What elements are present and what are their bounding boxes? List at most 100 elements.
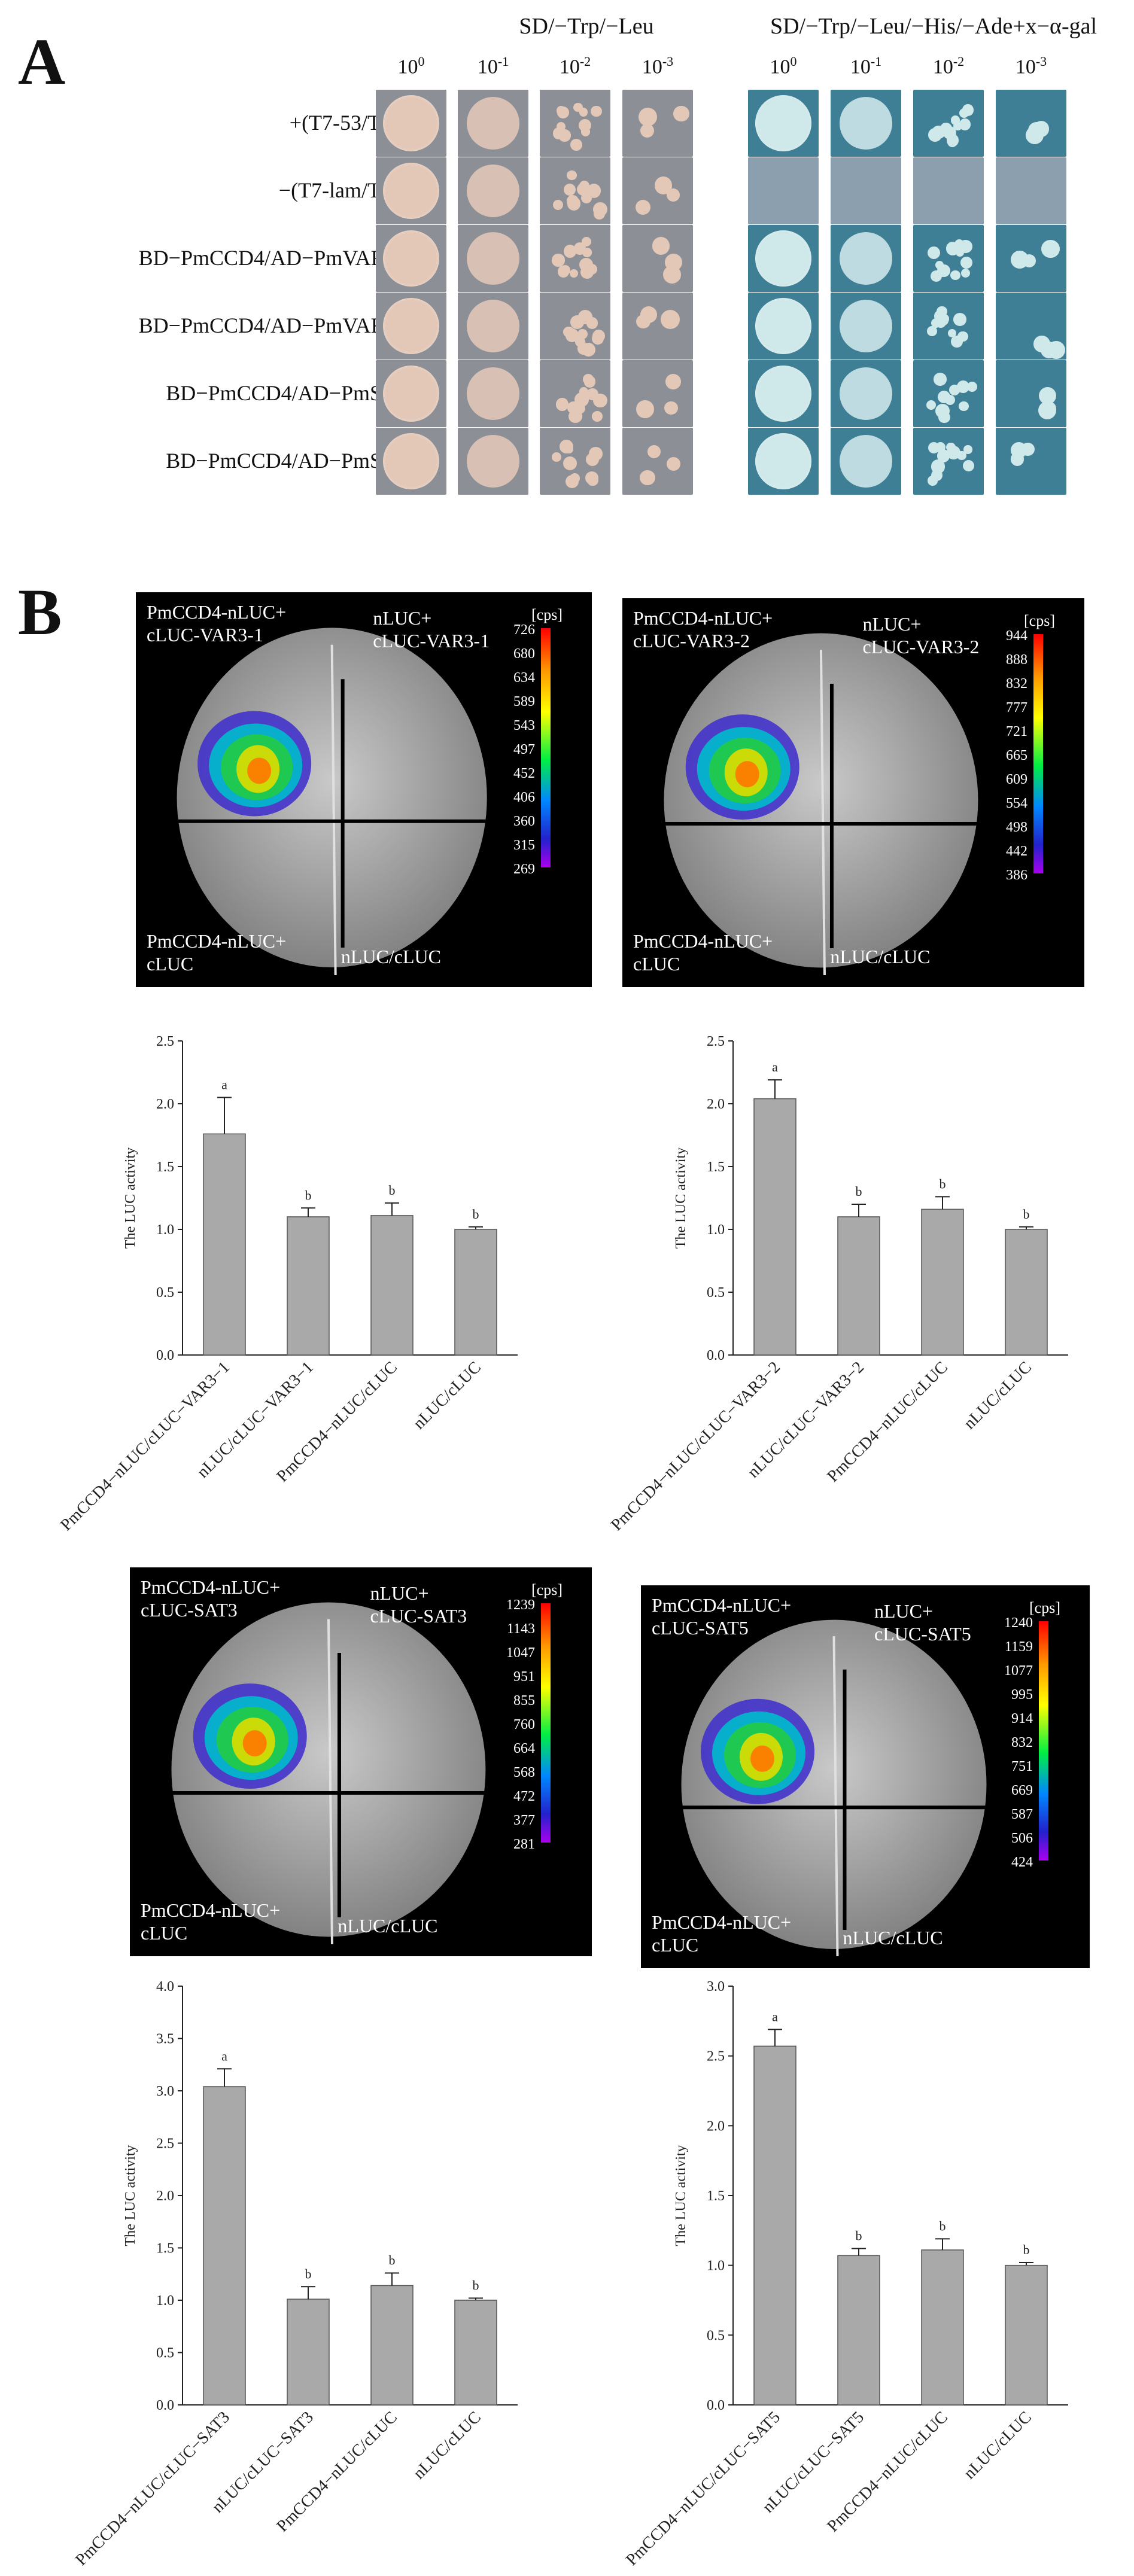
quadrant-label: cLUC (633, 953, 680, 975)
significance-letter: b (856, 2228, 862, 2243)
colony-dot (931, 459, 945, 474)
yeast-spot (831, 428, 901, 495)
colony-dot (640, 124, 655, 138)
scale-tick-label: 951 (513, 1669, 535, 1685)
scale-tick-label: 589 (513, 694, 535, 710)
colony-blob (840, 232, 892, 285)
significance-letter: b (389, 2253, 396, 2268)
leaf-image: [cps] 1239 1143 1047 951 855 760 664 568 472 377 28… (130, 1567, 592, 1956)
colony-dot (938, 315, 949, 325)
colony-dot (563, 183, 576, 196)
colony-dot (582, 248, 592, 257)
colony-dot (950, 270, 960, 281)
quadrant-label: cLUC-VAR3-2 (862, 636, 979, 657)
significance-letter: b (856, 1184, 862, 1199)
bar (753, 1098, 796, 1356)
colony-blob (840, 97, 892, 150)
scale-tick-label: 669 (1011, 1783, 1033, 1798)
colony-dot (566, 195, 579, 208)
quadrant-label: PmCCD4-nLUC+ (633, 930, 773, 952)
scale-tick-label: 442 (1006, 844, 1027, 859)
yeast-spot (376, 293, 446, 360)
colony-dot (593, 393, 607, 408)
scale-tick-label: 760 (513, 1717, 535, 1732)
leaf-svg: [cps]1240 1159 1077 995 914 832 751 669 587 506 42… (652, 1594, 1060, 1957)
quadrant-label: PmCCD4-nLUC+ (633, 607, 773, 629)
dilution-label: 10-1 (477, 54, 509, 78)
scale-tick-label: 498 (1006, 820, 1027, 835)
y-tick-label: 0.0 (707, 2398, 725, 2413)
quadrant-label: nLUC+ (862, 613, 921, 635)
colony-blob (467, 232, 519, 285)
yeast-spot (540, 293, 610, 360)
quadrant-label: nLUC/cLUC (338, 1915, 437, 1936)
colony-dot (928, 476, 938, 486)
colony-dot (636, 400, 654, 418)
category-label: nLUC/cLUC (410, 2408, 485, 2483)
scale-tick-label: 777 (1006, 700, 1027, 715)
colony-blob (467, 435, 519, 488)
yeast-spot (622, 90, 693, 157)
scale-tick-label: 1159 (1005, 1639, 1033, 1655)
colony-dot (944, 394, 955, 405)
colony-blob (383, 163, 439, 219)
yeast-spot (913, 428, 984, 495)
yeast-spot (622, 157, 693, 224)
y-axis-label: The LUC activity (123, 1147, 138, 1249)
scale-tick-label: 360 (513, 814, 535, 829)
colony-dot (959, 401, 969, 411)
y-tick-label: 2.5 (707, 2049, 725, 2065)
quadrant-label: cLUC-SAT3 (370, 1605, 467, 1627)
colony-dot (928, 246, 940, 259)
colony-dot (957, 450, 966, 461)
colony-dot (555, 398, 569, 411)
bar (837, 2255, 880, 2406)
bar-chart-svg: 0.0 0.5 1.0 1.5 2.0 2.5 The LUC activity a PmCCD… (607, 1034, 1068, 1534)
colony-dot (935, 260, 944, 270)
scale-unit: [cps] (1024, 612, 1055, 629)
scale-tick-label: 1143 (507, 1621, 535, 1637)
yeast-spot (831, 225, 901, 292)
scale-tick-label: 721 (1006, 724, 1027, 739)
scale-tick-label: 995 (1011, 1687, 1033, 1703)
colony-blob (467, 300, 519, 352)
category-label: PmCCD4−nLUC/cLUC−VAR3−1 (57, 1358, 233, 1534)
yeast-spot (540, 360, 610, 427)
scale-tick-label: 472 (513, 1789, 535, 1804)
dilution-label: 100 (770, 54, 797, 78)
y-tick-label: 0.5 (156, 2346, 174, 2361)
colony-dot (563, 245, 576, 258)
scale-tick-label: 386 (1006, 867, 1027, 883)
leaf-image: [cps] 1240 1159 1077 995 914 832 751 669 587 506 42… (641, 1585, 1090, 1968)
y-tick-label: 1.5 (707, 2188, 725, 2204)
colony-dot (951, 336, 963, 348)
colony-dot (587, 474, 598, 486)
category-label: nLUC/cLUC (410, 1358, 485, 1433)
quadrant-label: cLUC-SAT5 (874, 1623, 971, 1645)
colony-dot (567, 170, 577, 181)
y-tick-label: 2.0 (707, 2118, 725, 2134)
colony-dot (589, 447, 603, 461)
colony-dot (636, 314, 650, 329)
significance-letter: a (221, 1077, 227, 1092)
colony-dot (959, 239, 972, 254)
colony-dot (664, 401, 678, 415)
luminescence-signal (247, 757, 272, 784)
bar (203, 2086, 246, 2406)
colony-dot (635, 199, 651, 215)
colony-blob (755, 230, 811, 287)
panel-a-letter: A (18, 25, 66, 98)
yeast-spot (996, 225, 1066, 292)
scale-tick-label: 888 (1006, 652, 1027, 668)
y-tick-label: 4.0 (156, 1979, 174, 1995)
yeast-spot (748, 360, 819, 427)
yeast-spot (458, 225, 528, 292)
leaf-midrib (330, 644, 337, 976)
y-tick-label: 0.5 (156, 1285, 174, 1301)
yeast-spot (913, 90, 984, 157)
colony-dot (565, 328, 579, 342)
y-tick-label: 2.0 (707, 1097, 725, 1112)
dilution-label: 10-3 (1015, 54, 1047, 78)
colony-dot (647, 444, 661, 458)
dilution-label: 10-2 (559, 54, 591, 78)
